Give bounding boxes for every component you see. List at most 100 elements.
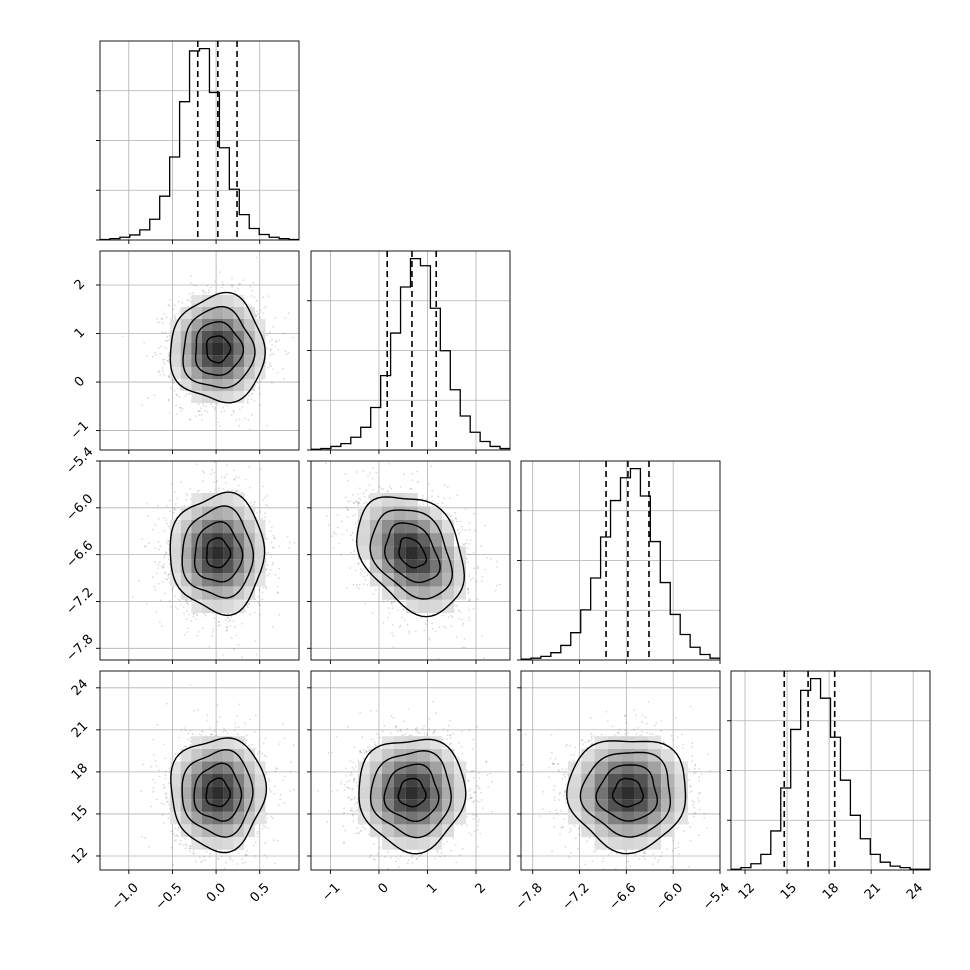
y-tick-label: −7.2 [64,585,97,618]
scatter-point [399,485,402,488]
scatter-point [197,631,200,633]
density-cell [191,391,202,404]
scatter-point [200,407,202,409]
scatter-point [237,484,240,487]
scatter-point [217,620,220,623]
scatter-point [247,398,249,401]
scatter-point [229,619,232,622]
scatter-point [270,382,273,384]
scatter-point [159,345,162,348]
scatter-point [180,410,182,412]
scatter-point [223,410,226,412]
scatter-point [198,414,201,416]
scatter-point [257,313,260,315]
scatter-point [186,610,188,613]
scatter-point [259,404,262,407]
scatter-point [252,281,255,284]
density-cell [191,546,202,560]
scatter-point [274,345,277,348]
scatter-point [238,490,241,492]
scatter-point [251,289,254,292]
scatter-point [187,603,190,606]
scatter-point [162,581,165,583]
scatter-point [146,503,148,505]
scatter-point [173,314,176,316]
scatter-point [188,613,191,616]
scatter-point [256,512,259,514]
scatter-point [264,516,266,519]
scatter-point [374,588,377,591]
scatter-point [235,476,238,478]
scatter-point [168,334,171,337]
scatter-point [268,520,271,523]
scatter-point [175,393,178,396]
scatter-point [416,480,419,483]
density-cell [212,559,224,574]
density-cell [244,586,255,600]
scatter-point [164,592,166,595]
scatter-point [248,602,250,605]
scatter-point [227,489,230,492]
scatter-point [166,522,168,525]
density-cell [223,586,234,600]
scatter-point [277,592,279,594]
scatter-point [235,419,238,422]
scatter-point [468,543,470,545]
scatter-point [165,316,168,319]
scatter-point [179,600,181,602]
scatter-point [235,489,238,492]
scatter-point [157,371,160,374]
scatter-point [259,510,262,513]
density-cell [170,343,181,355]
scatter-point [276,371,279,374]
scatter-point [251,392,254,395]
scatter-point [185,393,188,395]
scatter-point [260,309,262,312]
scatter-point [166,340,169,342]
scatter-point [269,331,271,334]
scatter-point [192,615,195,618]
density-cell [201,559,213,574]
scatter-point [189,418,192,421]
scatter-point [121,335,124,338]
density-cell [223,599,234,614]
scatter-point [267,295,270,297]
scatter-point [266,504,269,507]
density-cell [223,559,234,574]
scatter-point [168,351,171,354]
scatter-point [201,418,204,421]
scatter-point [352,502,355,504]
scatter-point [254,640,257,642]
scatter-point [456,529,459,531]
density-cell [170,367,181,380]
scatter-point [168,305,171,307]
scatter-point [248,465,250,468]
scatter-point [253,611,256,614]
scatter-point [172,379,175,382]
scatter-point [244,610,247,612]
scatter-point [368,484,371,487]
scatter-point [143,341,146,344]
density-cell [223,533,234,547]
scatter-point [141,538,144,540]
scatter-point [282,378,285,381]
scatter-point [176,497,179,500]
scatter-point [175,413,178,416]
density-cell [191,493,202,507]
scatter-point [265,568,268,571]
scatter-point [239,408,241,411]
scatter-point [231,277,233,280]
scatter-point [287,351,290,354]
scatter-point [278,614,281,616]
scatter-point [147,515,149,518]
scatter-point [231,284,234,287]
scatter-point [221,281,224,283]
density-cell [191,533,202,547]
scatter-point [158,321,161,323]
scatter-point [163,346,166,349]
panel-2-0: −7.8−7.2−6.6−6.0−5.4 [64,445,300,665]
scatter-point [234,626,236,628]
scatter-point [230,284,233,286]
scatter-point [252,503,255,506]
scatter-point [198,489,200,492]
